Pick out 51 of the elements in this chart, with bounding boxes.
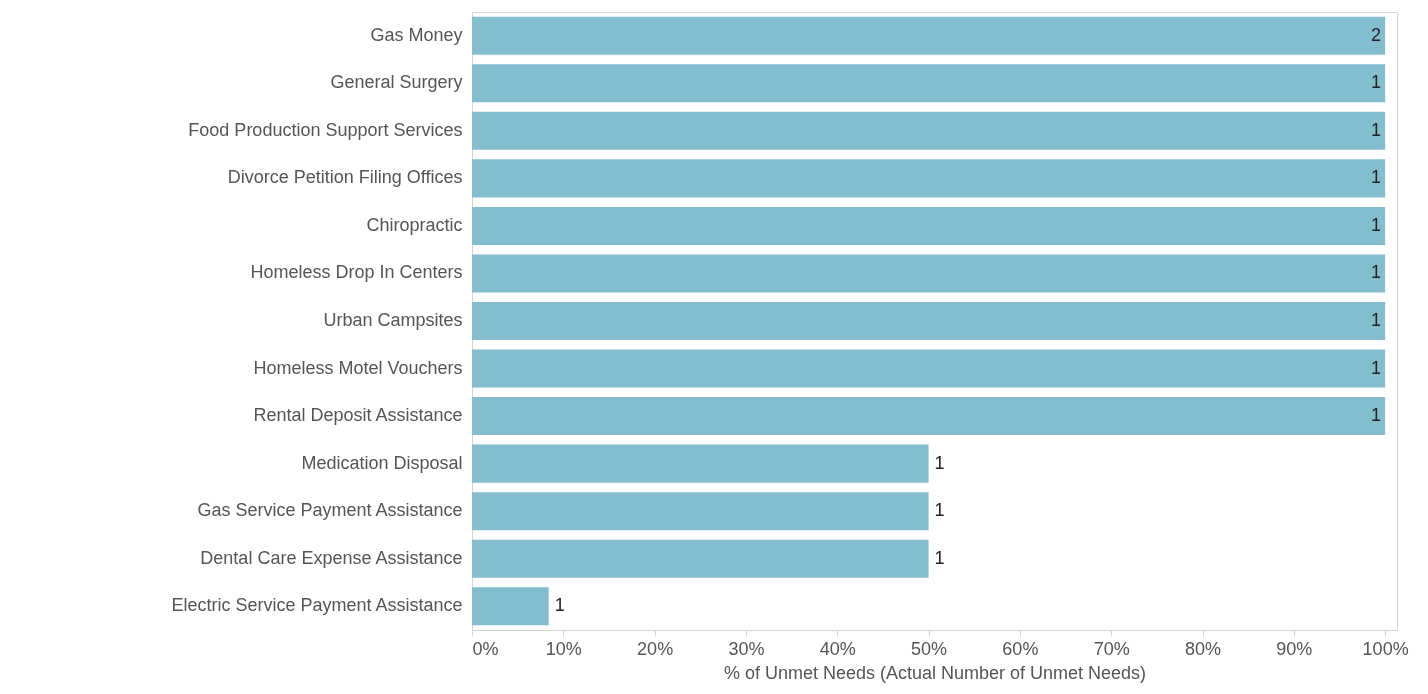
annotation: 1 (1371, 310, 1382, 330)
x-tick-label: 80% (1184, 638, 1222, 659)
bar (472, 16, 1386, 55)
annotation: 1 (1371, 119, 1382, 140)
annotation: 1 (934, 500, 945, 521)
bar (472, 206, 1386, 245)
bar (472, 587, 549, 626)
x-tick-label: 50% (911, 638, 948, 659)
x-tick-label: 90% (1276, 638, 1313, 659)
x-axis-title: % of Unmet Needs (Actual Number of Unmet Needs) (723, 662, 1147, 683)
annotation: 1 (1371, 357, 1382, 378)
x-tick-label: 60% (1002, 638, 1039, 659)
y-tick-label: Medication Disposal (301, 452, 463, 473)
annotation: 1 (1371, 262, 1382, 283)
y-tick-label: Gas Service Payment Assistance (197, 500, 463, 521)
x-tick-label: 100% (1362, 638, 1409, 659)
y-tick-label: Electric Service Payment Assistance (171, 595, 463, 616)
y-tick-label: Urban Campsites (323, 310, 463, 330)
bar (472, 492, 929, 531)
y-tick-label: General Surgery (330, 72, 463, 93)
annotation: 2 (1371, 24, 1382, 45)
bar (472, 301, 1386, 341)
y-tick-label: Homeless Motel Vouchers (253, 357, 463, 378)
annotation: 1 (934, 452, 945, 473)
x-tick-label: 40% (819, 638, 856, 659)
bar (472, 159, 1386, 198)
x-tick-label: 30% (728, 638, 765, 659)
bar (472, 254, 1386, 293)
y-tick-label: Homeless Drop In Centers (250, 262, 463, 283)
bar (472, 397, 1386, 436)
y-tick-label: Divorce Petition Filing Offices (227, 167, 463, 188)
annotation: 1 (1371, 72, 1382, 93)
y-tick-label: Gas Money (370, 24, 463, 45)
bar (472, 64, 1386, 103)
y-tick-label: Chiropractic (366, 214, 463, 235)
x-tick-label: 20% (637, 638, 674, 659)
bar (472, 349, 1386, 388)
x-tick-label: 0% (472, 638, 499, 659)
y-tick-label: Rental Deposit Assistance (253, 405, 463, 426)
bar (472, 444, 929, 483)
bar (472, 111, 1386, 150)
y-tick-label: Dental Care Expense Assistance (200, 547, 463, 568)
annotation: 1 (934, 547, 945, 568)
annotation: 1 (1371, 405, 1382, 426)
y-tick-label: Food Production Support Services (188, 119, 463, 140)
annotation: 1 (1371, 214, 1382, 235)
annotation: 1 (554, 595, 565, 616)
bar (472, 539, 929, 578)
x-tick-label: 10% (545, 638, 582, 659)
annotation: 1 (1371, 167, 1382, 188)
x-tick-label: 70% (1093, 638, 1130, 659)
